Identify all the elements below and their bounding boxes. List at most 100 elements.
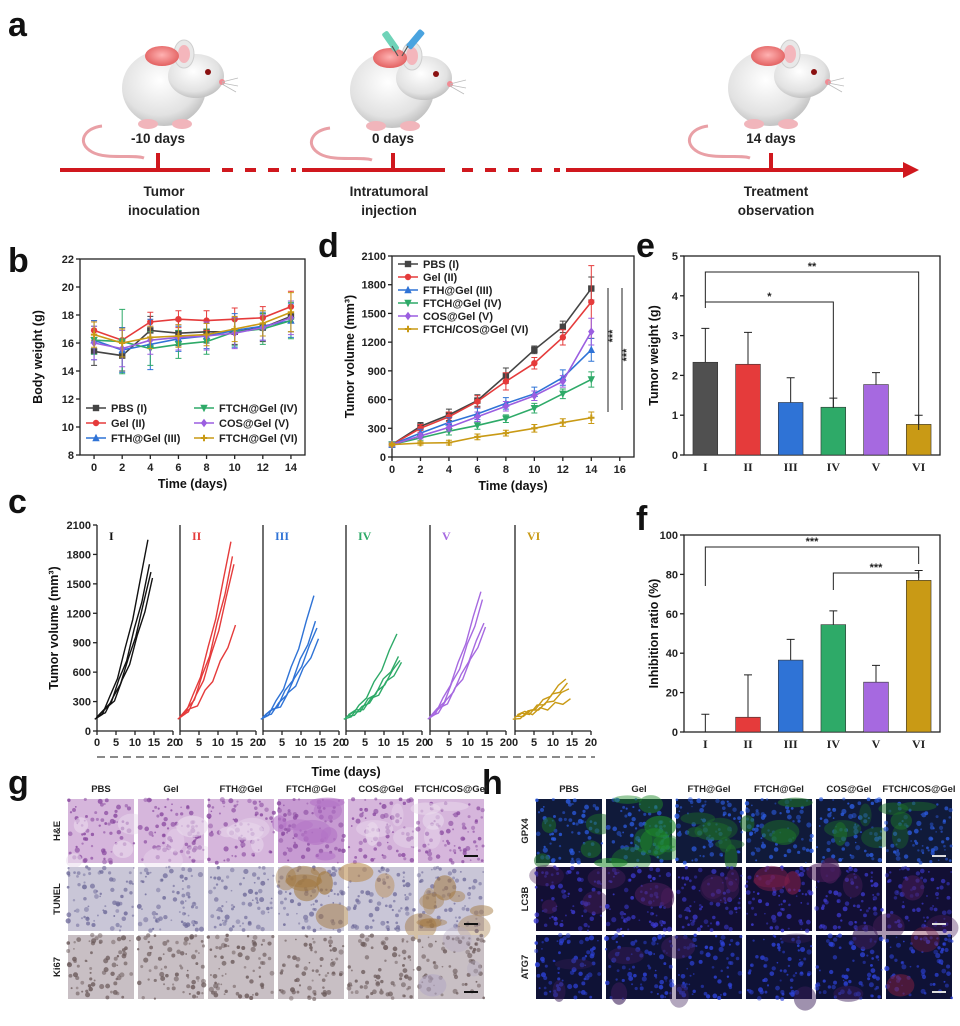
cell-dot <box>179 964 182 968</box>
cell-dot <box>701 818 707 823</box>
cell-dot <box>216 916 221 920</box>
cell-dot <box>404 906 410 912</box>
cell-dot <box>553 989 557 993</box>
cell-dot <box>786 848 792 854</box>
x-tick-label: 10 <box>129 737 141 749</box>
stain-region <box>780 933 813 944</box>
cell-dot <box>608 964 612 969</box>
micrograph-tile <box>410 799 485 865</box>
cell-dot <box>107 857 113 863</box>
cell-dot <box>144 875 147 878</box>
legend-label: FTCH@Gel (IV) <box>423 298 502 310</box>
stain-region <box>580 840 602 859</box>
cell-dot <box>301 971 307 976</box>
data-point <box>445 413 453 420</box>
cell-dot <box>289 899 295 904</box>
cell-dot <box>852 959 855 963</box>
cell-dot <box>166 939 170 943</box>
cell-dot <box>382 854 387 860</box>
cell-dot <box>688 955 692 960</box>
cell-dot <box>137 980 142 986</box>
cell-dot <box>143 935 148 941</box>
cell-dot <box>802 846 806 851</box>
x-tick-label: 20 <box>500 737 512 749</box>
cell-dot <box>854 832 857 835</box>
cell-dot <box>837 925 841 929</box>
cell-dot <box>611 917 617 923</box>
cell-dot <box>799 958 801 961</box>
cell-dot <box>895 843 898 846</box>
cell-dot <box>398 928 401 931</box>
cell-dot <box>191 954 197 960</box>
cell-dot <box>789 978 794 983</box>
cell-dot <box>889 946 892 949</box>
cell-dot <box>295 938 297 941</box>
cell-dot <box>113 956 118 961</box>
cell-dot <box>567 892 570 896</box>
cell-dot <box>850 854 855 860</box>
cell-dot <box>467 952 473 959</box>
cell-dot <box>684 916 689 920</box>
x-tick-label: 15 <box>148 737 160 749</box>
stain-region <box>418 974 447 997</box>
cell-dot <box>90 982 96 987</box>
stain-region <box>315 903 352 930</box>
cell-dot <box>628 878 632 882</box>
cell-dot <box>943 844 946 848</box>
cell-dot <box>464 982 468 986</box>
cell-dot <box>421 871 424 874</box>
cell-dot <box>747 971 751 975</box>
cell-dot <box>334 846 338 851</box>
cell-dot <box>468 896 471 900</box>
micrograph-tile <box>347 797 426 865</box>
cell-dot <box>451 868 457 874</box>
cell-dot <box>607 871 611 875</box>
cell-dot <box>153 965 158 970</box>
cell-dot <box>380 920 386 926</box>
cell-dot <box>715 902 721 907</box>
cell-dot <box>365 995 370 999</box>
cell-dot <box>826 939 830 943</box>
cell-dot <box>795 939 802 945</box>
cell-dot <box>427 843 430 846</box>
cell-dot <box>608 908 611 911</box>
cell-dot <box>403 975 407 978</box>
cell-dot <box>448 907 453 913</box>
cell-dot <box>358 848 363 853</box>
cell-dot <box>181 867 186 872</box>
stain-region <box>639 828 670 856</box>
cell-dot <box>886 913 891 918</box>
cell-dot <box>792 992 795 995</box>
cell-dot <box>243 868 249 875</box>
cell-dot <box>400 907 403 910</box>
stain-region <box>824 820 862 838</box>
cell-dot <box>94 811 98 815</box>
cell-dot <box>83 915 86 919</box>
cell-dot <box>386 823 389 826</box>
legend-label: Gel (II) <box>111 418 146 430</box>
cell-dot <box>383 812 389 819</box>
series-line <box>391 301 592 446</box>
cell-dot <box>410 846 413 848</box>
cell-dot <box>156 904 161 910</box>
cell-dot <box>445 828 451 834</box>
panel-label-c: c <box>8 483 27 521</box>
cell-dot <box>749 831 754 836</box>
cell-dot <box>565 933 571 938</box>
tumor-volume-chart: 0 2 4 6 8 10 12 14 1603006009001200150018002100T… <box>343 251 635 493</box>
y-tick-label: 300 <box>368 423 386 435</box>
cell-dot <box>267 878 269 881</box>
cell-dot <box>699 807 704 813</box>
cell-dot <box>218 812 221 815</box>
cell-dot <box>281 831 286 836</box>
cell-dot <box>144 893 147 896</box>
cell-dot <box>149 871 152 874</box>
cell-dot <box>97 933 103 938</box>
cell-dot <box>658 984 664 990</box>
cell-dot <box>66 871 71 876</box>
cell-dot <box>932 982 936 986</box>
cell-dot <box>815 845 819 849</box>
cell-dot <box>633 973 637 978</box>
cell-dot <box>467 815 471 819</box>
cell-dot <box>143 867 149 873</box>
